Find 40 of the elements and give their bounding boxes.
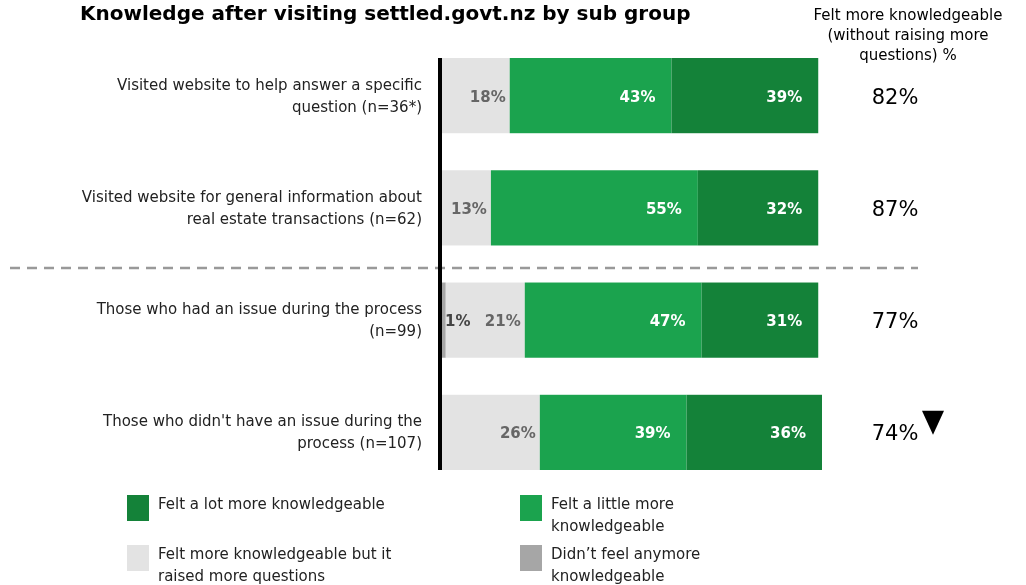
bar <box>442 58 510 134</box>
data-label: 31% <box>766 312 803 331</box>
data-label: 36% <box>770 424 806 443</box>
bar <box>671 58 819 134</box>
legend-label: Didn’t feel anymore knowledgeable <box>551 545 701 585</box>
bar <box>539 394 687 470</box>
legend-label: Felt a little more knowledgeable <box>551 495 674 535</box>
bar <box>445 282 525 358</box>
bar <box>442 394 540 470</box>
bar <box>490 170 698 246</box>
data-label: 18% <box>469 87 506 106</box>
bar <box>442 170 491 246</box>
data-label: 32% <box>766 199 803 218</box>
bar <box>701 282 819 358</box>
y-tick-label: Those who had an issue during the process (n=99) <box>95 300 423 341</box>
annotation: Felt more knowledgeable (without raising more questions) % <box>813 6 1003 64</box>
data-label: 21% <box>484 312 521 331</box>
chart-title: Knowledge after visiting settled.govt.nz by sub group <box>80 1 691 25</box>
text: 74% <box>871 421 919 446</box>
bar <box>686 394 822 470</box>
data-label: 39% <box>766 87 803 106</box>
legend-label: Felt a lot more knowledgeable <box>158 495 385 513</box>
data-label: 26% <box>499 424 536 443</box>
y-tick-label: Visited website to help answer a specific question (n=36*) <box>117 75 422 116</box>
bar <box>524 282 702 358</box>
text: 87% <box>871 196 919 221</box>
bar <box>509 58 672 134</box>
data-label: 47% <box>649 312 686 331</box>
data-label: 55% <box>645 199 682 218</box>
bar <box>697 170 819 246</box>
text: 77% <box>871 309 919 334</box>
data-label: 39% <box>634 424 671 443</box>
bar <box>442 282 446 358</box>
data-label: 43% <box>619 87 656 106</box>
data-label: 13% <box>451 199 487 218</box>
y-tick-label: Visited website for general information about real estate transactions (n=62) <box>81 187 423 228</box>
data-label: 1% <box>445 312 471 331</box>
text: 82% <box>871 84 919 109</box>
y-tick-label: Those who didn't have an issue during the process (n=107) <box>102 412 422 453</box>
legend-label: Felt more knowledgeable but it raised more questions <box>158 545 392 585</box>
